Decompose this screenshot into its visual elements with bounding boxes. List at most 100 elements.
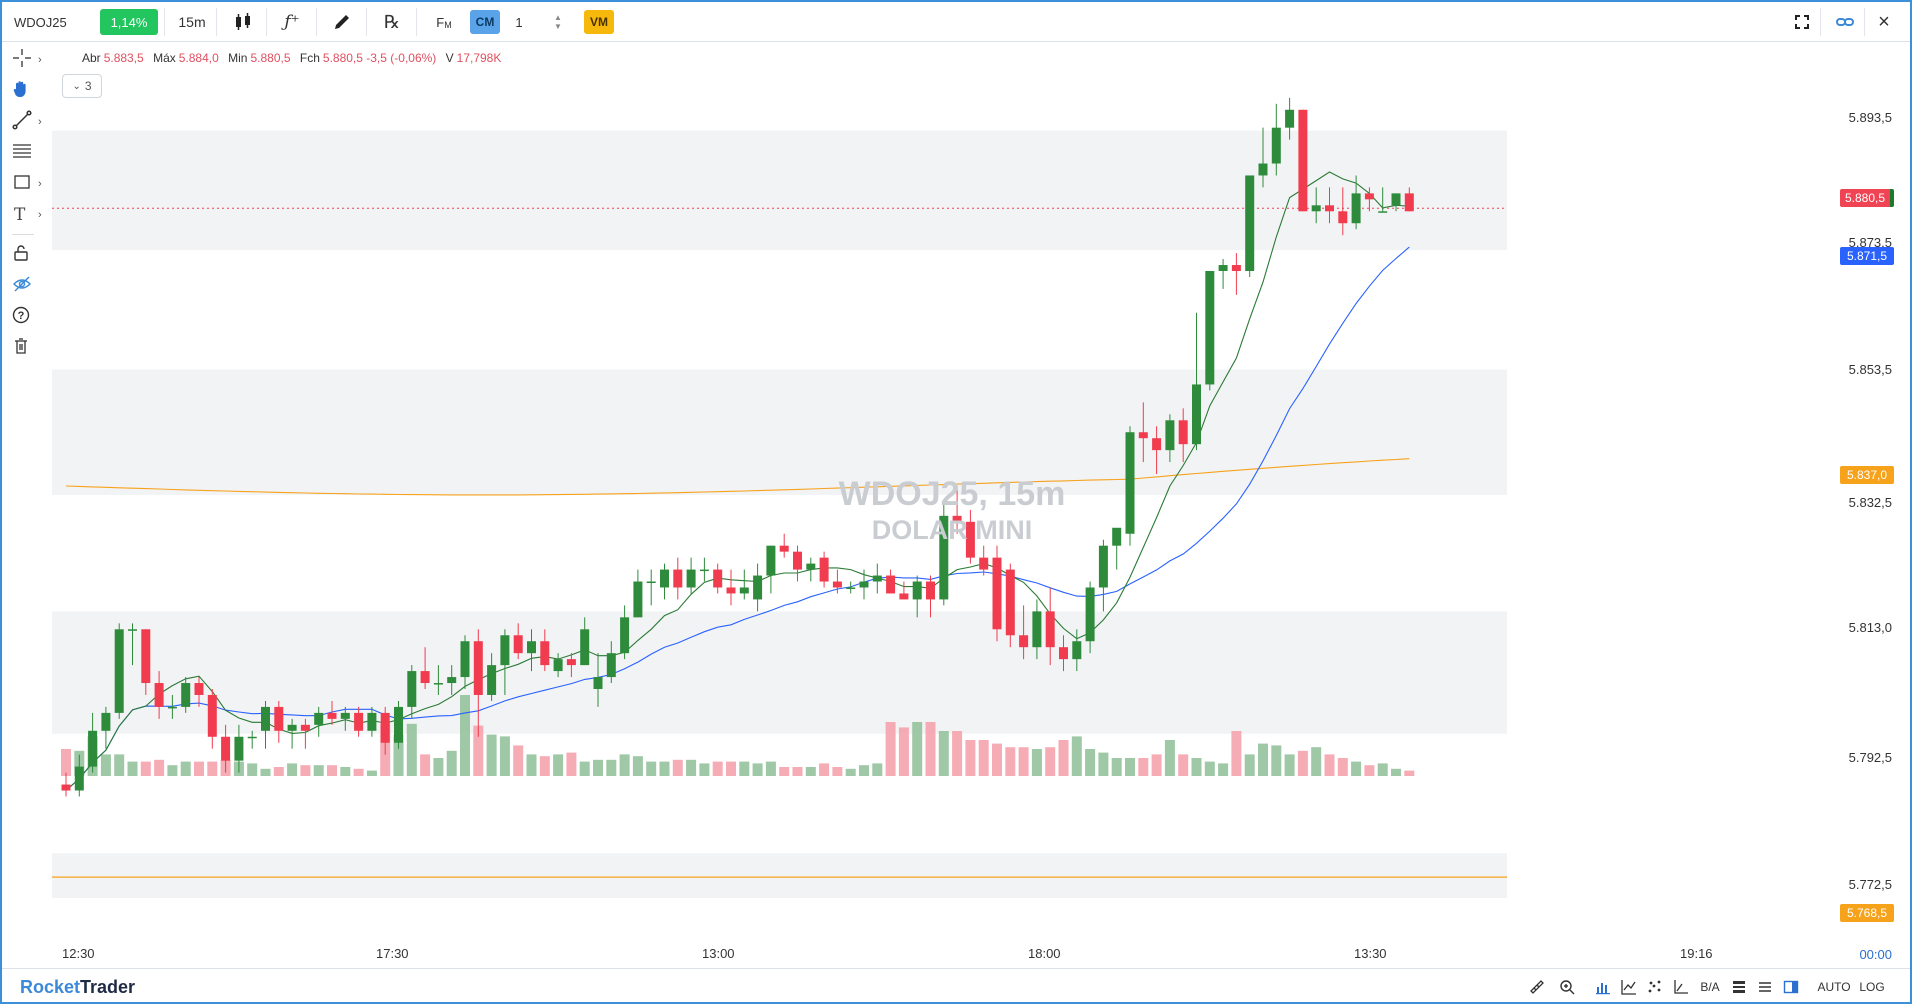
volume-bar	[1031, 749, 1042, 776]
bid-ask-button[interactable]: B/A	[1700, 980, 1720, 994]
candle-body	[261, 706, 270, 731]
indicator-count: 3	[84, 79, 92, 93]
change-badge: 1,14%	[100, 9, 158, 35]
close-label: Fch	[299, 51, 320, 65]
lock-tool[interactable]	[12, 243, 48, 267]
volume-bar	[553, 754, 564, 776]
candle-body	[859, 581, 869, 588]
candle-body	[926, 581, 935, 600]
trendline-tool[interactable]: ›	[12, 109, 48, 134]
chevron-up-icon[interactable]: ▲	[554, 13, 562, 22]
candlestick-icon[interactable]	[230, 9, 256, 35]
volume-bar	[433, 758, 444, 776]
separator	[416, 8, 417, 36]
fast-average-line	[65, 246, 1410, 791]
delete-tool[interactable]	[12, 336, 48, 360]
candle-body	[979, 557, 989, 570]
chart-pane[interactable]	[52, 42, 1910, 968]
volume-bar	[885, 722, 896, 776]
separator	[164, 8, 165, 36]
volume-bar	[1218, 763, 1229, 776]
chevron-down-icon[interactable]: ▼	[554, 22, 562, 31]
interval-selector[interactable]: 15m	[178, 14, 206, 30]
ruler-icon[interactable]	[1526, 977, 1548, 997]
price-tick: 5.772,5	[1848, 877, 1892, 892]
volume-bar	[420, 754, 431, 776]
indicator-collapse-button[interactable]: ⌄ 3	[62, 74, 102, 98]
volume-bar	[406, 723, 417, 776]
volume-bar	[1111, 758, 1122, 776]
price-chart[interactable]	[52, 42, 1910, 968]
candle-body	[1152, 438, 1162, 451]
indicators-icon[interactable]: ƒ⁺	[284, 12, 300, 32]
candle-body	[1378, 211, 1388, 213]
pan-tool[interactable]	[12, 79, 48, 103]
price-tick: 5.853,5	[1848, 362, 1892, 377]
volume-bar	[765, 761, 776, 776]
volume-bar	[207, 761, 218, 776]
candle-body	[1258, 163, 1268, 176]
text-tool[interactable]: T ›	[12, 203, 48, 227]
count-stepper[interactable]: ▲ ▼	[550, 9, 566, 35]
symbol-selector[interactable]: WDOJ25	[14, 14, 67, 30]
panel-icon[interactable]	[1780, 977, 1802, 997]
list-icon[interactable]	[1754, 977, 1776, 997]
volume-bar	[539, 756, 550, 776]
candle-body	[965, 521, 975, 558]
last-price-tag: 5.880,5	[1840, 189, 1894, 207]
volume-bar	[593, 759, 603, 776]
candle-body	[1138, 432, 1148, 439]
link-icon[interactable]	[1830, 9, 1860, 35]
axis-icon[interactable]	[1670, 977, 1692, 997]
log-scale-button[interactable]: LOG	[1859, 980, 1885, 994]
chevron-right-icon[interactable]: ›	[38, 178, 42, 190]
volume-bar	[859, 765, 869, 776]
chevron-right-icon[interactable]: ›	[38, 209, 42, 221]
candle-body	[633, 581, 643, 618]
close-icon[interactable]: ×	[1878, 10, 1890, 33]
count-input[interactable]: 1	[515, 14, 523, 30]
price-tick: 5.893,5	[1848, 110, 1892, 125]
candle-body	[114, 629, 124, 713]
fib-tool[interactable]	[12, 141, 48, 165]
brand-part-1: Rocket	[20, 977, 81, 997]
volume-bar	[925, 722, 936, 776]
cm-toggle-button[interactable]: CM	[470, 10, 500, 34]
help-tool[interactable]: ?	[12, 305, 48, 329]
candle-body	[447, 677, 457, 684]
separator	[366, 8, 367, 36]
volume-bar	[1391, 768, 1401, 776]
zoom-icon[interactable]	[1556, 977, 1578, 997]
fullscreen-icon[interactable]	[1790, 9, 1814, 35]
hand-icon	[12, 80, 30, 103]
pencil-icon[interactable]	[328, 9, 356, 35]
candle-body	[500, 635, 510, 666]
candle-body	[1165, 420, 1175, 451]
auto-scale-button[interactable]: AUTO	[1817, 980, 1851, 994]
candle-body	[221, 736, 231, 761]
volume-bar	[1271, 745, 1282, 776]
chevron-right-icon[interactable]: ›	[38, 116, 42, 128]
scatter-icon[interactable]	[1644, 977, 1666, 997]
line-chart-icon[interactable]	[1618, 977, 1640, 997]
volume-bar	[353, 768, 364, 776]
volume-bar	[154, 759, 165, 776]
volume-bar	[247, 763, 258, 776]
vm-toggle-button[interactable]: VM	[584, 10, 614, 34]
crosshair-tool[interactable]: ›	[12, 48, 48, 72]
volume-bar	[912, 722, 923, 776]
bar-chart-icon[interactable]	[1592, 977, 1614, 997]
eye-off-icon	[12, 275, 32, 298]
candle-body	[832, 581, 842, 588]
chevron-right-icon[interactable]: ›	[38, 54, 42, 66]
price-tick: 5.832,5	[1848, 495, 1892, 510]
volume-bar	[1311, 747, 1322, 776]
high-value: 5.884,0	[178, 51, 219, 65]
hide-tool[interactable]	[12, 274, 48, 298]
candle-body	[1271, 127, 1281, 164]
book-icon[interactable]	[1728, 977, 1750, 997]
replay-icon[interactable]: ℞	[383, 11, 401, 33]
volume-bar	[579, 761, 590, 776]
rectangle-tool[interactable]: ›	[12, 172, 48, 196]
